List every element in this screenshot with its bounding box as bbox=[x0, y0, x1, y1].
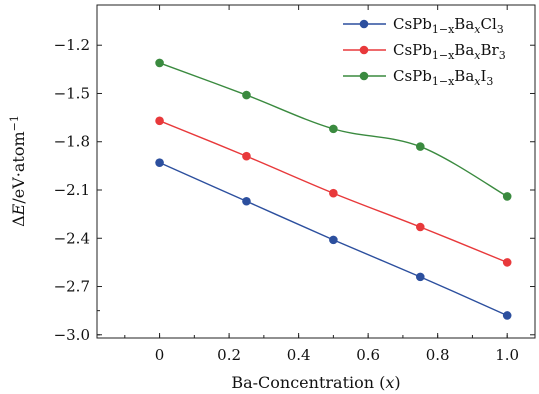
y-tick-label: −2.1 bbox=[54, 181, 90, 199]
y-axis-label: ΔE/eV·atom−1 bbox=[8, 115, 28, 227]
series-layer bbox=[155, 58, 512, 320]
legend-marker bbox=[359, 45, 369, 55]
x-axis-label: Ba-Concentration (x) bbox=[231, 373, 400, 392]
data-point bbox=[242, 90, 251, 100]
data-point bbox=[502, 258, 512, 267]
legend-entry-label: CsPb1−xBaxBr3 bbox=[393, 41, 506, 62]
data-point bbox=[415, 222, 425, 232]
data-point bbox=[329, 124, 338, 134]
x-tick-label: 0 bbox=[155, 346, 165, 364]
data-point bbox=[502, 311, 512, 320]
y-tick-label: −1.5 bbox=[54, 84, 90, 102]
data-point bbox=[155, 58, 164, 68]
y-tick-label: −2.4 bbox=[54, 229, 90, 247]
data-point bbox=[502, 192, 512, 201]
y-tick-label: −1.2 bbox=[54, 36, 90, 54]
x-tick-label: 0.6 bbox=[356, 346, 380, 364]
data-point bbox=[329, 188, 338, 198]
data-point bbox=[415, 142, 425, 151]
legend-entry-label: CsPb1−xBaxI3 bbox=[393, 67, 493, 88]
data-point bbox=[155, 158, 164, 167]
y-tick-label: −3.0 bbox=[54, 326, 90, 344]
y-tick-label: −1.8 bbox=[54, 133, 90, 151]
data-point bbox=[242, 151, 251, 161]
x-tick-label: 0.8 bbox=[426, 346, 450, 364]
legend-marker bbox=[359, 71, 369, 81]
legend: CsPb1−xBaxCl3 CsPb1−xBaxBr3 CsPb1−xBaxI3 bbox=[343, 15, 506, 88]
x-tick-label: 0.4 bbox=[287, 346, 311, 364]
data-point bbox=[242, 196, 251, 206]
legend-entry-label: CsPb1−xBaxCl3 bbox=[393, 15, 504, 36]
x-tick-label: 0.2 bbox=[217, 346, 241, 364]
data-point bbox=[415, 272, 425, 282]
data-point bbox=[155, 116, 164, 126]
axis-ticks: 0 0.2 0.4 0.6 0.8 1.0 −1.2 −1.5 −1.8 −2.1 −2.4 −2.7… bbox=[54, 5, 535, 364]
legend-marker bbox=[359, 19, 369, 29]
y-tick-label: −2.7 bbox=[54, 278, 90, 296]
data-point bbox=[329, 235, 338, 245]
plot-frame bbox=[96, 4, 536, 339]
x-tick-label: 1.0 bbox=[495, 346, 519, 364]
